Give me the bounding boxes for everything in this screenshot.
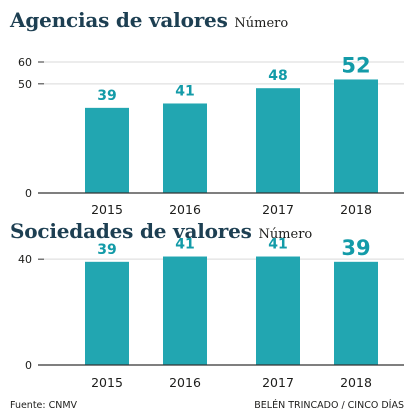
- data-label: 48: [268, 68, 287, 84]
- chart-title-text: Agencias de valores: [10, 8, 228, 32]
- bar: [334, 79, 378, 193]
- x-tick-label: 2017: [262, 375, 294, 390]
- y-tick-label: 50: [18, 78, 32, 91]
- chart-unit-label: Número: [258, 227, 313, 242]
- y-tick-label: 0: [25, 187, 32, 200]
- data-label: 39: [97, 88, 116, 104]
- x-tick-label: 2016: [169, 375, 201, 390]
- chart-title-sociedades: Sociedades de valores Número: [10, 219, 312, 243]
- credit-note: BELÉN TRINCADO / CINCO DÍAS: [254, 400, 404, 411]
- source-note: Fuente: CNMV: [10, 400, 78, 411]
- bar: [163, 103, 207, 193]
- bar: [163, 256, 207, 365]
- bar: [85, 261, 129, 365]
- x-tick-label: 2016: [169, 202, 201, 217]
- data-label: 41: [175, 237, 194, 253]
- data-label: 39: [341, 236, 370, 260]
- x-tick-label: 2018: [340, 375, 372, 390]
- data-label: 41: [175, 83, 194, 99]
- data-label: 52: [341, 53, 370, 77]
- bar: [85, 107, 129, 193]
- bar: [334, 261, 378, 365]
- x-tick-label: 2018: [340, 202, 372, 217]
- chart-title-agencias: Agencias de valores Número: [10, 8, 288, 32]
- bar: [256, 88, 300, 193]
- x-tick-label: 2015: [91, 202, 123, 217]
- chart-unit-label: Número: [234, 16, 289, 31]
- x-tick-label: 2015: [91, 375, 123, 390]
- data-label: 41: [268, 237, 287, 253]
- bar: [256, 256, 300, 365]
- y-tick-label: 0: [25, 359, 32, 372]
- x-tick-label: 2017: [262, 202, 294, 217]
- data-label: 39: [97, 242, 116, 258]
- y-tick-label: 40: [18, 253, 32, 266]
- chart-title-text: Sociedades de valores: [10, 219, 252, 243]
- y-tick-label: 60: [18, 56, 32, 69]
